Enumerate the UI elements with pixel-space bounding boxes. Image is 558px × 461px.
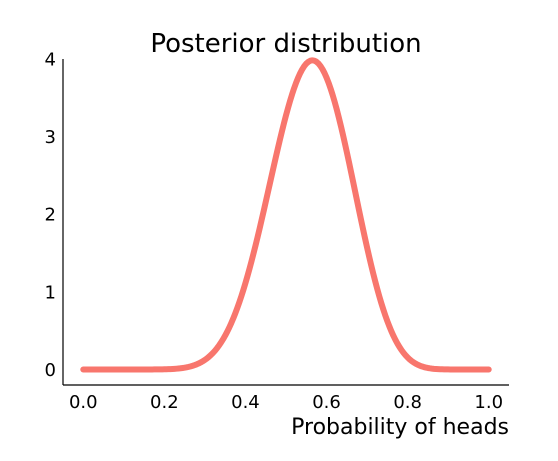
x-tick-label: 0.2 bbox=[150, 392, 179, 413]
x-axis-label: Probability of heads bbox=[291, 415, 509, 440]
x-tick-label: 0.8 bbox=[393, 392, 422, 413]
y-tick-labels: 0 1 2 3 4 bbox=[45, 50, 56, 381]
y-tick-label: 3 bbox=[45, 127, 56, 148]
y-tick-label: 1 bbox=[45, 282, 56, 303]
chart-title: Posterior distribution bbox=[150, 29, 421, 59]
posterior-density-line bbox=[80, 57, 492, 373]
y-tick-label: 2 bbox=[45, 205, 56, 226]
series-layer bbox=[80, 57, 492, 373]
y-tick-label: 0 bbox=[45, 360, 56, 381]
x-tick-labels: 0.0 0.2 0.4 0.6 0.8 1.0 bbox=[69, 392, 503, 413]
x-tick-label: 0.6 bbox=[312, 392, 341, 413]
x-tick-label: 0.0 bbox=[69, 392, 98, 413]
y-tick-label: 4 bbox=[45, 50, 56, 71]
x-tick-label: 0.4 bbox=[231, 392, 260, 413]
x-tick-label: 1.0 bbox=[474, 392, 503, 413]
